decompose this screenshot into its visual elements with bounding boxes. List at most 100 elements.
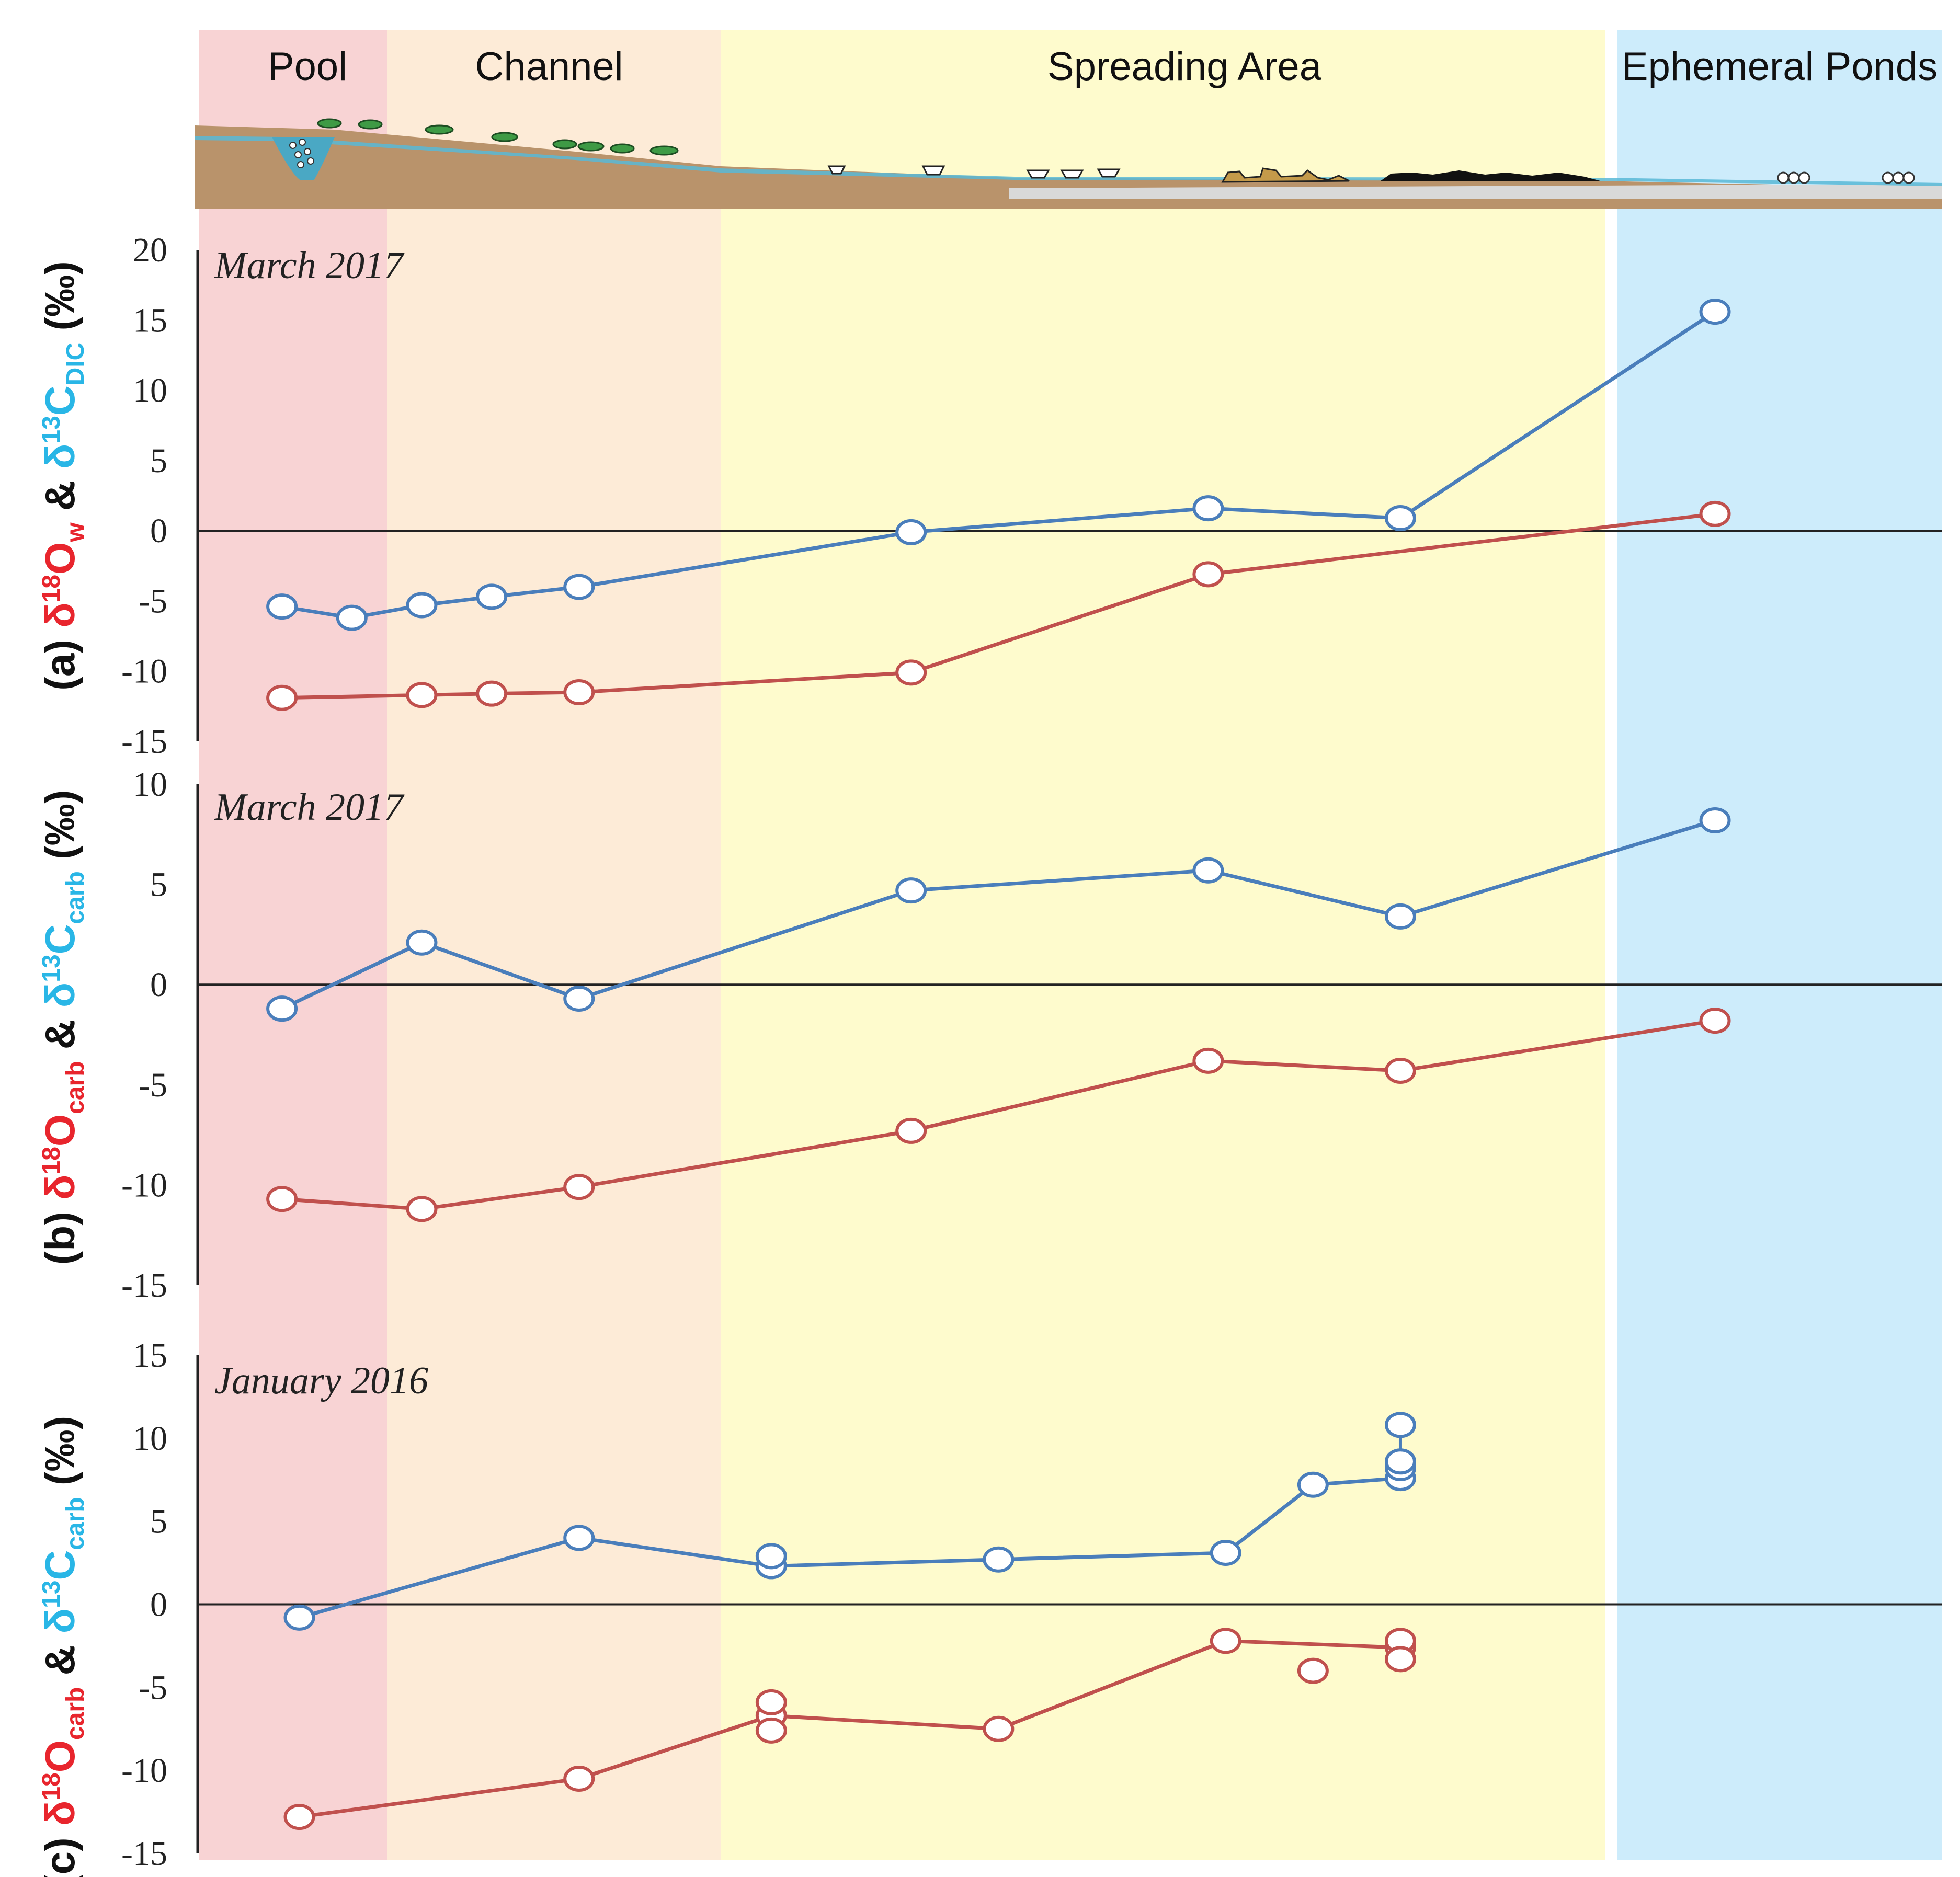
ylabel-c-elem: C — [37, 1550, 83, 1581]
y-tick-label: 5 — [150, 1503, 167, 1541]
ylabel-o-elem: O — [37, 1740, 83, 1772]
ylabel-prefix: (c) — [37, 1826, 83, 1877]
-13c-carb-point — [1210, 1540, 1241, 1566]
-13c-carb-point — [895, 877, 927, 904]
-13c-dic-point — [1699, 299, 1731, 325]
panel-a-title: March 2017 — [214, 244, 405, 287]
ylabel-c-sub: carb — [62, 871, 89, 924]
-18o-w-point — [1699, 500, 1731, 527]
y-tick-label: -10 — [121, 1166, 167, 1204]
ylabel-o-sub: w — [62, 522, 89, 543]
ylabel-suffix: (‰) — [37, 261, 83, 342]
-13c-carb-point — [983, 1546, 1015, 1573]
zone-label-spreading-area: Spreading Area — [1047, 44, 1322, 89]
-18o-carb-point — [1384, 1057, 1416, 1084]
-18o-w-point — [476, 680, 508, 707]
channel-mats — [317, 118, 679, 156]
-13c-dic-point — [336, 604, 368, 631]
-13c-carb-point — [406, 929, 438, 956]
-13c-carb-point — [563, 986, 595, 1012]
zone-band-spreading-area — [721, 30, 1605, 1860]
spreading-shrubs — [827, 165, 1121, 179]
-18o-w-point — [266, 684, 298, 711]
ylabel-o-delta: δ — [37, 1801, 83, 1826]
-18o-carb-point — [755, 1689, 787, 1715]
-13c-dic-point — [406, 592, 438, 619]
ylabel-c-sup: 13 — [38, 1581, 65, 1608]
-18o-carb-point — [1192, 1047, 1224, 1074]
y-tick-label: -15 — [121, 1266, 167, 1304]
zone-bands — [199, 30, 1942, 1860]
-18o-carb-point — [755, 1717, 787, 1744]
-18o-carb-line — [299, 1639, 1401, 1819]
-13c-carb-point — [755, 1543, 787, 1570]
y-tick-label: -5 — [139, 1668, 167, 1707]
ylabel-c-delta: δ — [37, 444, 83, 470]
-18o-carb-point — [563, 1766, 595, 1792]
zone-labels: Pool Channel Spreading Area Ephemeral Po… — [268, 44, 1938, 89]
ylabel-amp: & — [37, 1633, 83, 1687]
ylabel-c-delta: δ — [37, 982, 83, 1008]
panel-b-series — [266, 807, 1731, 1222]
-18o-carb-point — [1210, 1628, 1241, 1654]
ylabel-c-elem: C — [37, 385, 83, 416]
-18o-w-point — [1192, 561, 1224, 588]
panel-a-y-axis-title: (a) δ18Ow & δ13CDIC (‰) — [37, 261, 89, 691]
-13c-dic-point — [1192, 495, 1224, 522]
y-tick-label: -15 — [121, 1835, 167, 1873]
water-film — [195, 136, 1942, 186]
grey-substrate — [1009, 184, 1942, 199]
pool-bubbles — [289, 139, 314, 168]
ylabel-o-delta: δ — [37, 602, 83, 628]
-18o-carb-point — [406, 1196, 438, 1222]
-13c-carb-point — [283, 1604, 315, 1631]
-18o-carb-point — [283, 1804, 315, 1830]
-13c-carb-point — [563, 1525, 595, 1551]
y-tick-label: 10 — [133, 1420, 167, 1458]
y-tick-label: 0 — [150, 966, 167, 1004]
ylabel-amp: & — [37, 1008, 83, 1061]
-13c-dic-point — [476, 583, 508, 610]
zone-label-channel: Channel — [475, 44, 623, 89]
y-tick-label: 10 — [133, 765, 167, 804]
ylabel-o-elem: O — [37, 1114, 83, 1147]
y-tick-label: 5 — [150, 866, 167, 904]
-18o-w-point — [406, 682, 438, 708]
ylabel-c-elem: C — [37, 924, 83, 955]
ylabel-o-sup: 18 — [38, 1772, 65, 1800]
-18o-w-point — [563, 679, 595, 705]
-18o-carb-point — [983, 1715, 1015, 1742]
panel-a: March 2017 20 15 10 5 0 -5 -10 -15 (a) δ18Ow & … — [37, 231, 1942, 761]
ylabel-suffix: (‰) — [37, 790, 83, 872]
panel-c-tick-labels: 15 10 5 0 -5 -10 -15 — [121, 1336, 167, 1873]
-13c-carb-point — [1384, 1412, 1416, 1438]
y-tick-label: 15 — [133, 1336, 167, 1375]
zone-band-ephemeral-ponds — [1617, 30, 1942, 1860]
panel-b-y-axis-title: (b) δ18Ocarb & δ13Ccarb (‰) — [37, 790, 89, 1265]
panel-c-title: January 2016 — [214, 1359, 428, 1402]
y-tick-label: -15 — [121, 723, 167, 761]
landscape-schematic — [195, 118, 1942, 209]
-13c-carb-point — [1297, 1471, 1329, 1498]
ylabel-o-sub: carb — [62, 1061, 89, 1114]
-18o-carb-point — [1297, 1657, 1329, 1684]
y-tick-label: 5 — [150, 442, 167, 480]
-13c-carb-point — [1384, 1448, 1416, 1475]
ylabel-o-sup: 18 — [38, 1147, 65, 1174]
ylabel-c-sub: carb — [62, 1497, 89, 1550]
-18o-carb-point — [266, 1186, 298, 1212]
-18o-carb-point — [1384, 1646, 1416, 1673]
spreading-black-crust — [1381, 170, 1600, 181]
-13c-dic-point — [563, 574, 595, 600]
panel-a-tick-labels: 20 15 10 5 0 -5 -10 -15 — [121, 231, 167, 761]
ylabel-o-sup: 18 — [38, 575, 65, 602]
zone-band-channel — [387, 30, 721, 1860]
panel-b-tick-labels: 10 5 0 -5 -10 -15 — [121, 765, 167, 1304]
ylabel-c-delta: δ — [37, 1608, 83, 1634]
ylabel-c-sup: 13 — [38, 416, 65, 443]
ylabel-prefix: (b) — [37, 1200, 83, 1265]
-13c-dic-point — [895, 519, 927, 545]
ylabel-o-sub: carb — [62, 1687, 89, 1740]
ylabel-prefix: (a) — [37, 628, 83, 691]
